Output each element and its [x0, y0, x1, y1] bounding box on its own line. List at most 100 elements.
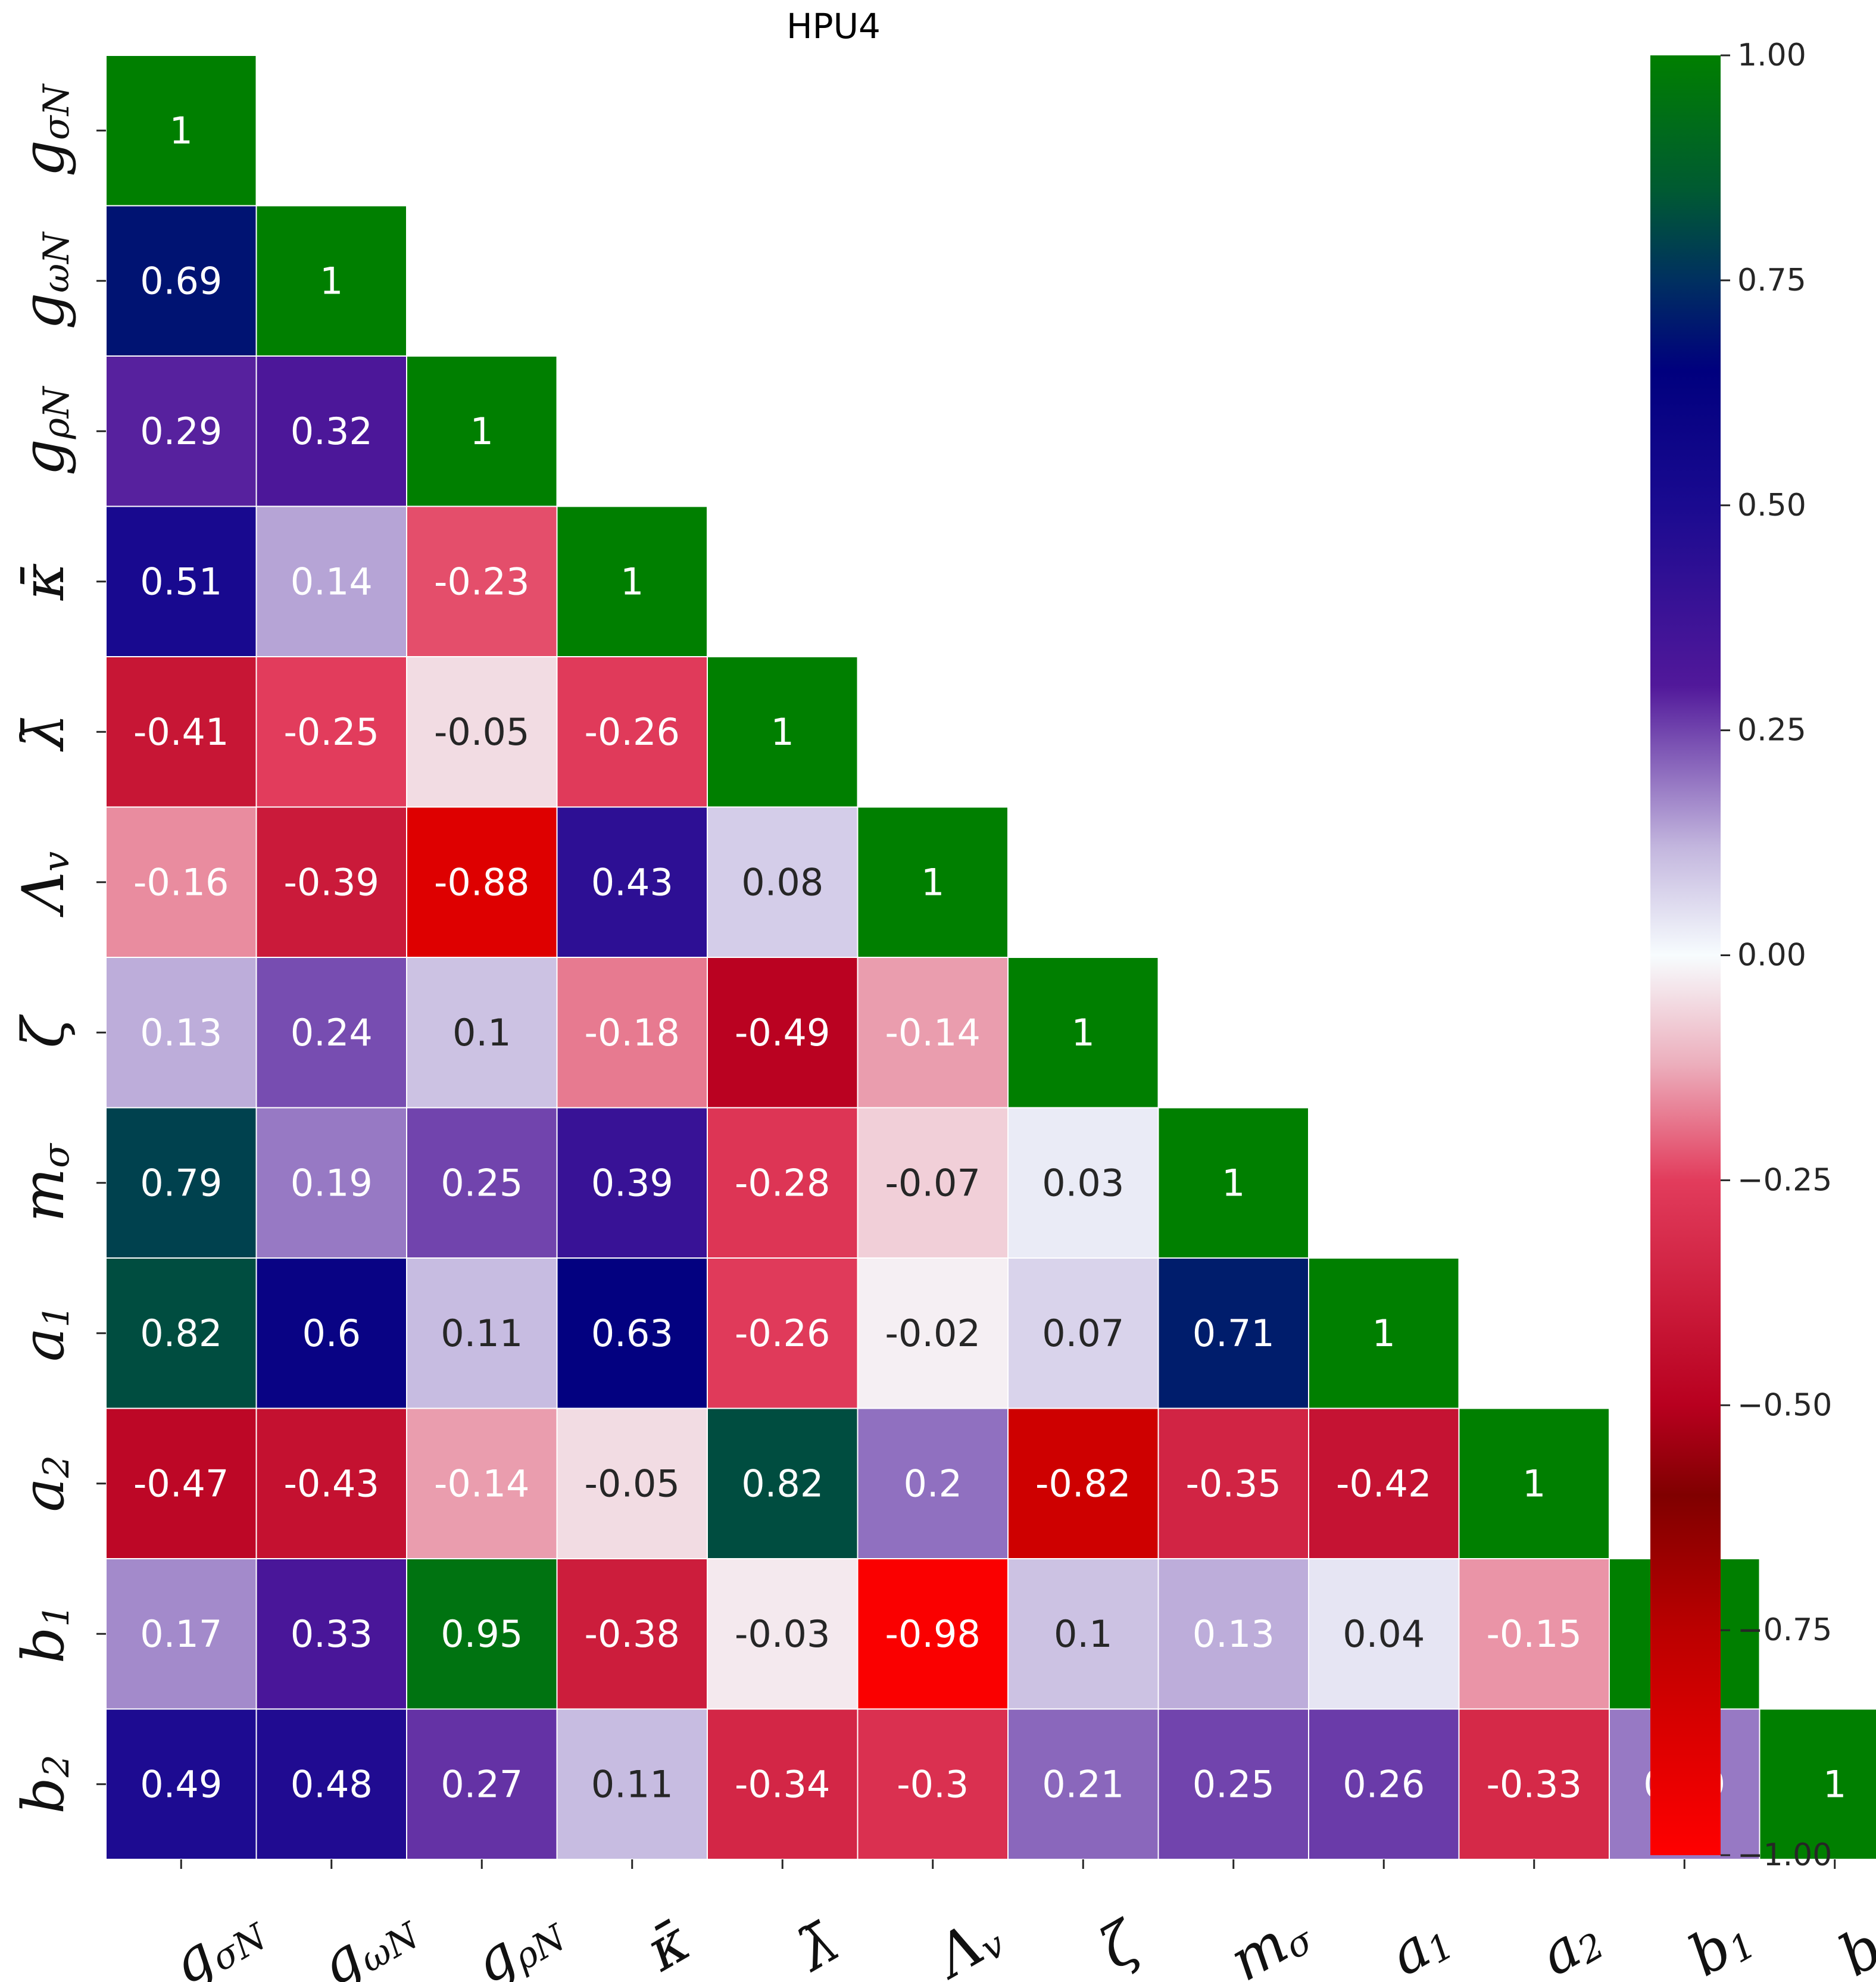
x-axis-label: a2	[1528, 1914, 1611, 1982]
cell-label: 0.49	[140, 1762, 222, 1806]
y-axis-label: b2	[10, 1755, 77, 1814]
cell-label: -0.38	[585, 1612, 680, 1656]
cell-label: -0.15	[1487, 1612, 1582, 1656]
cell-label: 0.82	[741, 1462, 823, 1505]
cell-label: 0.69	[140, 259, 222, 302]
heatmap-cell	[255, 1708, 407, 1860]
heatmap-cell	[1308, 1257, 1460, 1409]
cell-label: 1	[320, 259, 343, 302]
cell-label: 0.14	[291, 560, 373, 603]
heatmap-cell	[406, 806, 558, 958]
x-axis-label: λ̄	[784, 1908, 850, 1982]
heatmap-cell	[406, 957, 558, 1109]
cell-label: 1	[1222, 1161, 1245, 1204]
heatmap-cell	[1458, 1407, 1610, 1559]
heatmap-cell	[707, 806, 859, 958]
svg-text:Λv: Λv	[10, 851, 77, 917]
heatmap-cell	[1007, 1107, 1159, 1259]
cell-label: -0.02	[885, 1312, 981, 1355]
svg-text:gρN: gρN	[463, 1894, 575, 1982]
x-axis-label: a1	[1378, 1914, 1461, 1982]
cell-label: -0.05	[434, 710, 529, 754]
heatmap-cell	[1458, 1558, 1610, 1710]
svg-text:ζ: ζ	[1089, 1908, 1151, 1982]
cell-label: -0.82	[1035, 1462, 1131, 1505]
heatmap-cell	[406, 656, 558, 808]
heatmap-cell	[105, 957, 257, 1109]
y-axis-label: κ̄	[10, 563, 77, 601]
y-axis-label: gσN	[10, 83, 77, 176]
heatmap-cell	[1458, 1708, 1610, 1860]
heatmap-cell	[1157, 1257, 1309, 1409]
colorbar-tick-label: −0.50	[1737, 1387, 1832, 1423]
colorbar-tick-label: −1.00	[1737, 1837, 1832, 1873]
cell-label: 0.04	[1343, 1612, 1425, 1656]
y-axis-label: gωN	[10, 231, 77, 329]
heatmap-cell	[707, 1257, 859, 1409]
cell-label: 1	[1823, 1762, 1846, 1806]
cell-label: -0.39	[284, 860, 379, 904]
heatmap-cell	[857, 806, 1009, 958]
svg-text:λ̄: λ̄	[10, 714, 77, 753]
cell-label: -0.05	[585, 1462, 680, 1505]
cell-label: 0.13	[1193, 1612, 1275, 1656]
cell-label: -0.49	[735, 1011, 830, 1054]
x-axis-label: κ̄	[635, 1908, 701, 1982]
heatmap-cell	[1007, 957, 1159, 1109]
cell-label: -0.25	[284, 710, 379, 754]
cell-label: -0.16	[133, 860, 229, 904]
heatmap-cell	[1007, 1257, 1159, 1409]
heatmap-cell	[1759, 1708, 1876, 1860]
heatmap-cell	[105, 1558, 257, 1710]
heatmap-cell	[406, 1558, 558, 1710]
svg-text:gωN: gωN	[308, 1892, 427, 1982]
svg-text:a1: a1	[10, 1305, 77, 1362]
colorbar-tick-label: −0.75	[1737, 1612, 1832, 1648]
cell-label: 1	[1372, 1312, 1396, 1355]
cell-label: 0.17	[140, 1612, 222, 1656]
colorbar: 1.00 0.75 0.50 0.25 0.00 −0.25 −0.50 −0.75 −1.00	[1650, 38, 1832, 1873]
cell-label: 0.27	[441, 1762, 523, 1806]
cell-label: -0.88	[434, 860, 529, 904]
y-axis-label: mσ	[10, 1143, 77, 1222]
colorbar-tick-label: −0.25	[1737, 1162, 1832, 1198]
heatmap-cell	[255, 806, 407, 958]
heatmap-cell	[255, 205, 407, 357]
heatmap-cell	[406, 1107, 558, 1259]
heatmap-cell	[857, 1407, 1009, 1559]
heatmap-cell	[857, 1107, 1009, 1259]
svg-text:b2: b2	[1828, 1902, 1876, 1982]
heatmap-cell	[857, 1257, 1009, 1409]
cell-label: -0.35	[1186, 1462, 1281, 1505]
heatmap-cell	[1157, 1558, 1309, 1710]
cell-label: 1	[1072, 1011, 1095, 1054]
chart-title: HPU4	[786, 6, 881, 46]
cell-label: -0.26	[735, 1312, 830, 1355]
svg-text:Λv: Λv	[921, 1902, 1012, 1982]
heatmap-cell	[556, 656, 708, 808]
heatmap-cell	[556, 1708, 708, 1860]
svg-text:mσ: mσ	[10, 1143, 77, 1222]
heatmap-cell	[255, 1257, 407, 1409]
cell-label: 0.29	[140, 410, 222, 453]
cell-label: 1	[620, 560, 644, 603]
svg-text:κ̄: κ̄	[10, 563, 77, 601]
heatmap-cell	[255, 656, 407, 808]
y-axis-label: a2	[10, 1455, 77, 1512]
heatmap-cell	[1308, 1407, 1460, 1559]
heatmap-cell	[1157, 1407, 1309, 1559]
svg-text:gσN: gσN	[10, 83, 77, 176]
x-axis-label: b1	[1678, 1914, 1763, 1982]
cell-label: 0.51	[140, 560, 222, 603]
cell-label: 0.2	[903, 1462, 962, 1505]
cell-label: 0.82	[140, 1312, 222, 1355]
svg-text:ζ: ζ	[10, 1014, 77, 1048]
heatmap-cell	[707, 1407, 859, 1559]
heatmap-cell	[1308, 1558, 1460, 1710]
y-axis-label: λ̄	[10, 714, 77, 753]
cell-label: 0.26	[1343, 1762, 1425, 1806]
cell-label: 0.03	[1042, 1161, 1124, 1204]
cell-label: 1	[170, 109, 193, 152]
cell-label: -0.98	[885, 1612, 981, 1656]
